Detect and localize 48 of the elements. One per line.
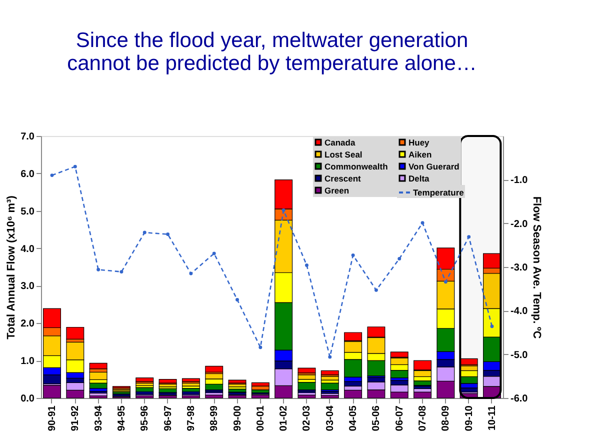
y2-tick-label: -6.0 <box>510 394 528 404</box>
y2-tick-label: -2.0 <box>510 218 528 230</box>
y-tick-label: 5.0 <box>20 206 35 218</box>
x-tick-label: 05-06 <box>371 405 382 432</box>
x-tick-label: 91-92 <box>70 405 82 432</box>
x-tick-label: 99-00 <box>232 405 244 432</box>
y2-tick-label: -5.0 <box>510 350 528 361</box>
x-tick-label: 90-91 <box>47 405 58 432</box>
x-tick-label: 01-02 <box>278 405 290 432</box>
y2-tick-label: -1.0 <box>510 175 528 186</box>
x-tick-label: 02-03 <box>302 405 313 432</box>
x-tick-label: 08-09 <box>440 405 452 432</box>
x-tick-label: 94-95 <box>116 405 128 432</box>
x-tick-label: 03-04 <box>324 405 336 432</box>
legend-label: Von Guerard <box>408 161 460 172</box>
y-tick-label: 7.0 <box>20 132 35 142</box>
x-tick-label: 07-08 <box>418 405 429 432</box>
x-tick-label: 00-01 <box>255 405 266 432</box>
legend-label: Aiken <box>408 149 432 160</box>
x-tick-label: 09-10 <box>464 405 475 432</box>
y-tick-label: 1.0 <box>20 356 35 368</box>
legend-label: Lost Seal <box>324 149 362 160</box>
legend-label: Crescent <box>324 173 362 184</box>
legend-label: Green <box>324 185 350 196</box>
x-tick-label: 95-96 <box>140 405 151 432</box>
x-tick-label: 97-98 <box>186 405 197 432</box>
text: cannot be predicted by temperature alone… <box>67 52 477 75</box>
legend-label: Temperature <box>413 188 464 198</box>
x-tick-label: 93-94 <box>93 405 104 432</box>
y-tick-label: 3.0 <box>20 281 35 292</box>
y-tick-label: 0.0 <box>20 394 35 404</box>
y-tick-label: 6.0 <box>20 168 35 180</box>
x-tick-label: 10-11 <box>487 405 498 431</box>
y-tick-label: 2.0 <box>20 318 35 330</box>
y-tick-label: 4.0 <box>20 244 35 255</box>
y2-axis-title: Flow Season Ave. Temp. ºC <box>530 196 543 339</box>
x-tick-label: 96-97 <box>162 405 174 432</box>
legend-label: Canada <box>324 137 356 148</box>
legend-label: Commonwealth <box>324 161 388 172</box>
y-axis-title: Total Annual Flow (x10⁶ m³) <box>6 195 18 340</box>
y2-tick-label: -4.0 <box>510 306 528 318</box>
legend-label: Huey <box>408 137 430 148</box>
y2-tick-label: -3.0 <box>510 262 528 274</box>
legend-label: Delta <box>408 173 430 184</box>
x-tick-label: 04-05 <box>348 405 360 432</box>
x-tick-label: 98-99 <box>209 405 220 432</box>
text: Since the flood year, meltwater generation <box>76 29 468 52</box>
x-tick-label: 06-07 <box>394 405 406 432</box>
